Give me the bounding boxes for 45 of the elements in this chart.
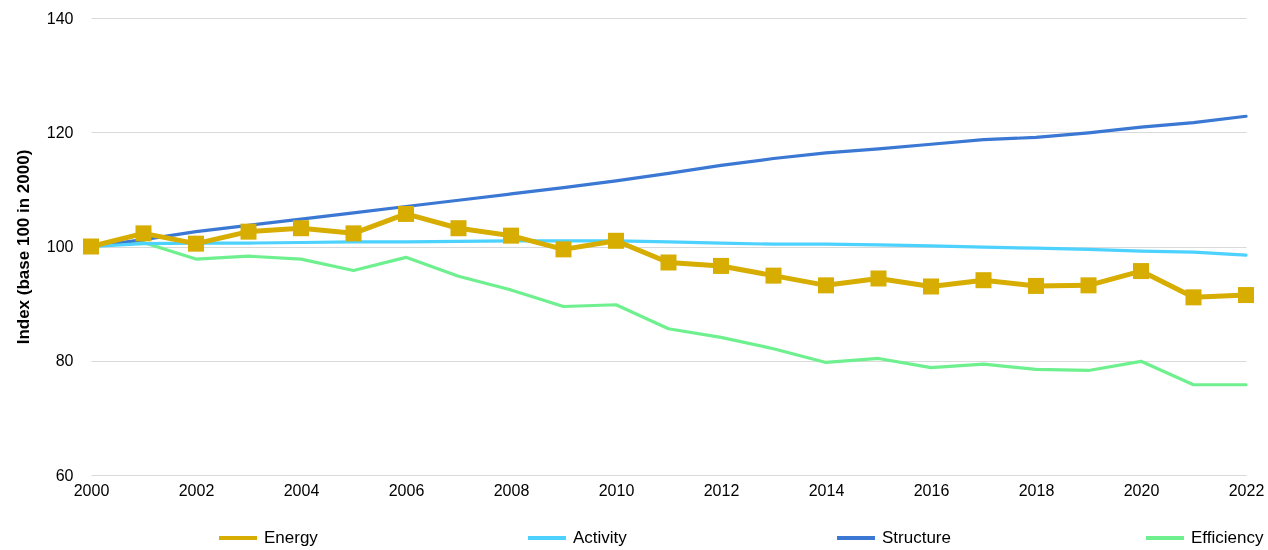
y-tick-label: 80 bbox=[55, 352, 74, 370]
point bbox=[1028, 277, 1044, 294]
point bbox=[923, 278, 939, 295]
point bbox=[240, 223, 257, 240]
y-tick-label: 120 bbox=[46, 123, 74, 141]
legend-label: Energy bbox=[264, 528, 319, 547]
point bbox=[1238, 287, 1254, 304]
point bbox=[188, 235, 204, 252]
point bbox=[765, 267, 782, 284]
legend-label: Efficiency bbox=[1191, 528, 1264, 547]
point bbox=[398, 205, 414, 222]
y-tick-label: 100 bbox=[46, 238, 74, 255]
x-tick-label: 2014 bbox=[808, 481, 845, 499]
x-tick-label: 2006 bbox=[388, 481, 425, 499]
legend-label: Activity bbox=[573, 528, 628, 547]
x-tick-label: 2004 bbox=[283, 481, 320, 499]
x-tick-label: 2020 bbox=[1123, 481, 1160, 499]
point bbox=[870, 270, 887, 287]
point bbox=[660, 254, 677, 271]
x-tick-label: 2022 bbox=[1228, 481, 1265, 499]
x-tick-label: 2016 bbox=[913, 481, 950, 499]
point bbox=[555, 241, 572, 258]
point bbox=[83, 238, 99, 255]
x-tick-label: 2000 bbox=[73, 481, 110, 499]
x-tick-label: 2018 bbox=[1018, 481, 1055, 499]
x-tick-label: 2008 bbox=[493, 481, 530, 499]
point bbox=[345, 225, 362, 242]
y-tick-label: 140 bbox=[46, 9, 74, 27]
y-tick-label: 60 bbox=[55, 466, 74, 484]
point bbox=[975, 272, 992, 289]
point bbox=[713, 257, 729, 274]
point bbox=[450, 220, 467, 237]
y-axis-title: Index (base 100 in 2000) bbox=[13, 149, 33, 345]
point bbox=[135, 225, 152, 242]
point bbox=[818, 277, 834, 294]
legend-label: Structure bbox=[882, 528, 951, 547]
point bbox=[503, 227, 519, 244]
point bbox=[1080, 277, 1097, 294]
x-tick-label: 2010 bbox=[598, 481, 635, 499]
point bbox=[293, 220, 309, 237]
x-tick-label: 2012 bbox=[703, 481, 740, 499]
point bbox=[1185, 289, 1202, 306]
point bbox=[1133, 263, 1149, 280]
x-tick-label: 2002 bbox=[178, 481, 215, 499]
point bbox=[608, 232, 624, 249]
